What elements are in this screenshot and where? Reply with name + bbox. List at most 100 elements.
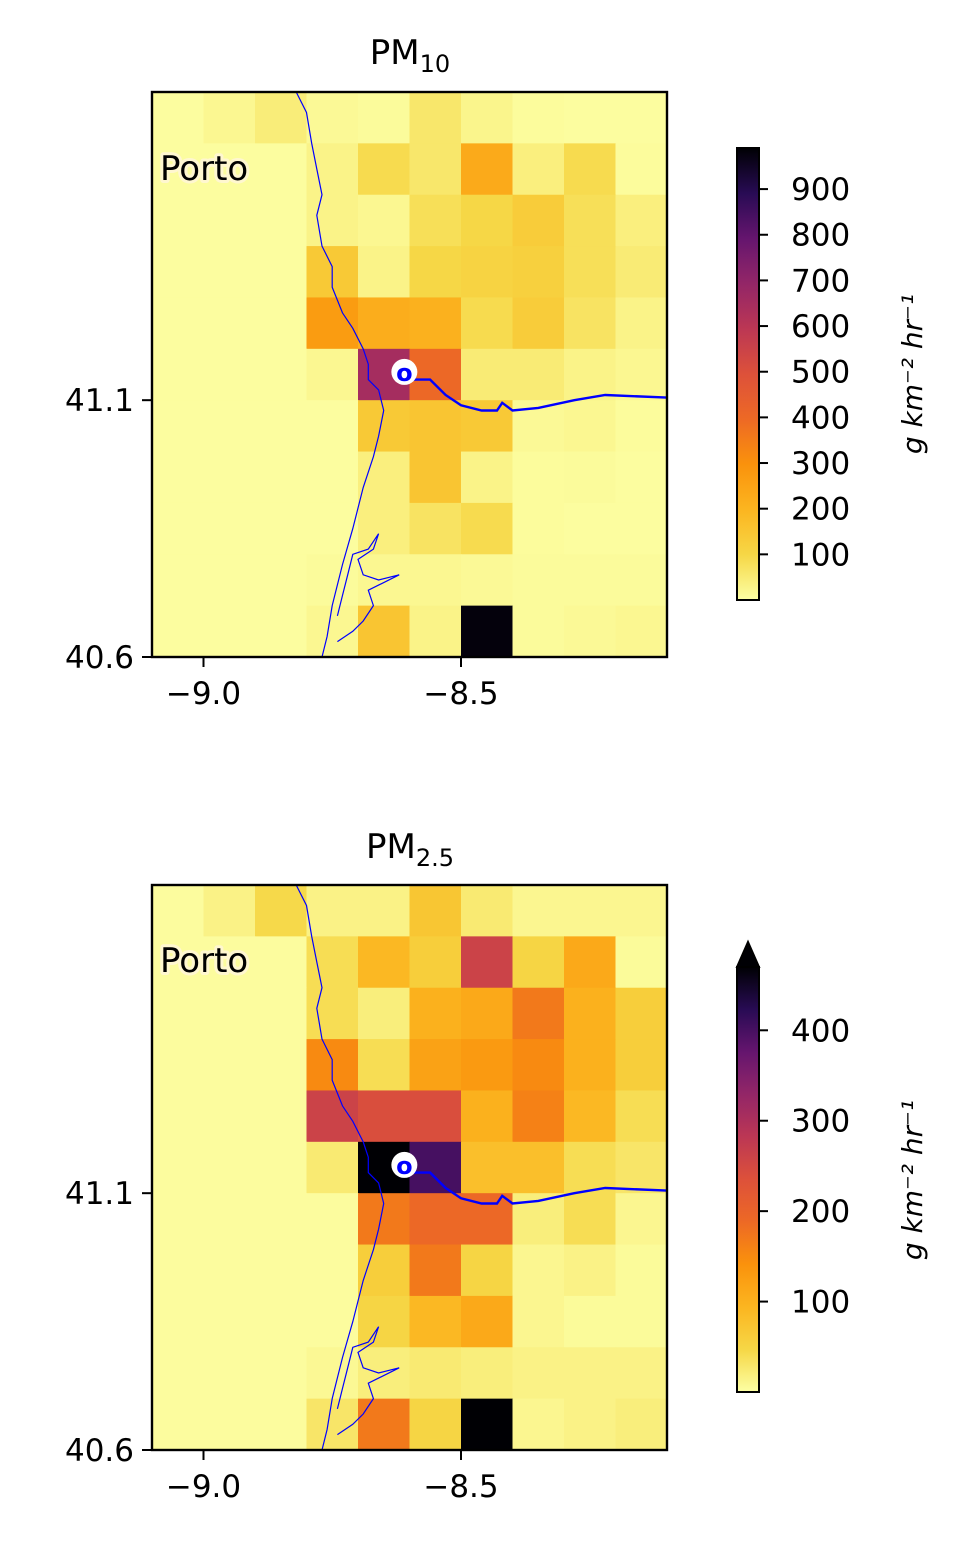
- heatmap-cell: [564, 1193, 617, 1246]
- heatmap-cell: [409, 297, 462, 350]
- heatmap-cell: [512, 1039, 565, 1092]
- heatmap-cell: [306, 194, 359, 247]
- heatmap-cell: [461, 348, 514, 401]
- heatmap-cell: [461, 554, 514, 607]
- heatmap-cell: [615, 1193, 667, 1246]
- pm10-title: PM10: [370, 33, 450, 78]
- heatmap-cell: [512, 1398, 565, 1450]
- heatmap-cell: [152, 348, 205, 401]
- heatmap-cell: [512, 297, 565, 350]
- heatmap-cell: [564, 451, 617, 504]
- heatmap-cell: [152, 1398, 205, 1450]
- colorbar-tick-label: 400: [791, 400, 850, 436]
- heatmap-cell: [306, 348, 359, 401]
- heatmap-cell: [203, 246, 256, 299]
- heatmap-cell: [358, 1398, 411, 1450]
- heatmap-cell: [512, 1141, 565, 1194]
- heatmap-cell: [152, 1039, 205, 1092]
- heatmap-cell: [512, 143, 565, 196]
- heatmap-cell: [564, 1295, 617, 1348]
- heatmap-cell: [358, 1193, 411, 1246]
- heatmap-cell: [615, 143, 667, 196]
- heatmap-cell: [409, 1398, 462, 1450]
- heatmap-cell: [152, 143, 205, 196]
- heatmap-cell: [358, 297, 411, 350]
- river-line: [404, 378, 667, 412]
- heatmap-cell: [564, 194, 617, 247]
- heatmap-cell: [203, 885, 256, 937]
- heatmap-cell: [203, 1193, 256, 1246]
- heatmap-cell: [615, 451, 667, 504]
- colorbar-tick-label: 100: [791, 1285, 850, 1321]
- heatmap-cell: [306, 143, 359, 196]
- heatmap-cell: [255, 605, 308, 657]
- heatmap-cell: [203, 451, 256, 504]
- heatmap-cell: [615, 502, 667, 555]
- heatmap-cell: [409, 1141, 462, 1194]
- pm25-colorbar-label: g km⁻² hr⁻¹: [896, 1100, 929, 1260]
- pm25-porto-marker: o: [391, 1151, 418, 1180]
- heatmap-cell: [306, 1244, 359, 1297]
- lagoon-outline: [336, 1326, 400, 1436]
- heatmap-cell: [615, 1039, 667, 1092]
- heatmap-cell: [615, 246, 667, 299]
- pm25-title: PM2.5: [366, 827, 454, 872]
- heatmap-cell: [255, 143, 308, 196]
- pm25-city-label: Porto: [160, 941, 248, 981]
- heatmap-cell: [358, 92, 411, 144]
- heatmap-cell: [203, 1398, 256, 1450]
- heatmap-cell: [306, 1295, 359, 1348]
- pm10-heatmap: [152, 92, 667, 657]
- heatmap-cell: [615, 400, 667, 453]
- heatmap-cell: [461, 1193, 514, 1246]
- heatmap-cell: [255, 502, 308, 555]
- heatmap-cell: [564, 605, 617, 657]
- pm10-panel: PM10 Porto o −9.0 −8.5 41.1 40.6 100 200 300 4…: [65, 33, 929, 712]
- colorbar-tick-label: 500: [791, 355, 850, 391]
- heatmap-cell: [306, 1347, 359, 1400]
- heatmap-cell: [358, 194, 411, 247]
- heatmap-cell: [615, 1347, 667, 1400]
- heatmap-cell: [203, 1141, 256, 1194]
- heatmap-cell: [203, 605, 256, 657]
- heatmap-cell: [512, 605, 565, 657]
- river-line: [404, 1171, 667, 1205]
- colorbar-tick-label: 300: [791, 446, 850, 482]
- heatmap-cell: [203, 936, 256, 989]
- heatmap-cell: [564, 885, 617, 937]
- heatmap-cell: [306, 885, 359, 937]
- heatmap-cell: [409, 1090, 462, 1143]
- heatmap-cell: [564, 297, 617, 350]
- heatmap-cell: [564, 936, 617, 989]
- colorbar-tick-label: 400: [791, 1013, 850, 1049]
- heatmap-cell: [615, 987, 667, 1040]
- heatmap-cell: [306, 400, 359, 453]
- heatmap-cell: [512, 1347, 565, 1400]
- heatmap-cell: [255, 1398, 308, 1450]
- pm10-colorbar-label: g km⁻² hr⁻¹: [896, 294, 929, 454]
- heatmap-cell: [564, 502, 617, 555]
- heatmap-cell: [255, 92, 308, 144]
- heatmap-cell: [461, 605, 514, 657]
- marker-halo: [391, 358, 418, 385]
- colorbar-tick-label: 900: [791, 172, 850, 208]
- colorbar-tick-label: 700: [791, 263, 850, 299]
- heatmap-cell: [255, 1141, 308, 1194]
- heatmap-cell: [152, 194, 205, 247]
- x-tick-label: −9.0: [166, 1469, 241, 1505]
- y-tick-label: 41.1: [65, 383, 134, 419]
- heatmap-cell: [461, 987, 514, 1040]
- heatmap-cell: [615, 1244, 667, 1297]
- heatmap-cell: [358, 143, 411, 196]
- heatmap-cell: [615, 1295, 667, 1348]
- heatmap-cell: [512, 348, 565, 401]
- heatmap-cell: [306, 502, 359, 555]
- heatmap-cell: [203, 92, 256, 144]
- heatmap-cell: [203, 987, 256, 1040]
- heatmap-cell: [203, 297, 256, 350]
- heatmap-cell: [306, 1398, 359, 1450]
- heatmap-cell: [461, 936, 514, 989]
- heatmap-cell: [203, 1244, 256, 1297]
- pm10-city-label: Porto: [160, 149, 248, 189]
- heatmap-cell: [564, 92, 617, 144]
